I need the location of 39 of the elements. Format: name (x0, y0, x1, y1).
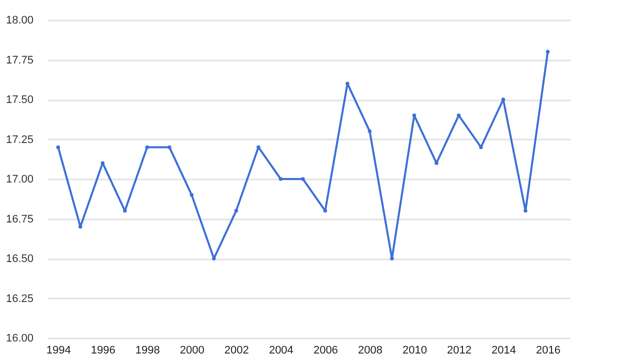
x-tick-label: 2006 (313, 344, 338, 356)
x-tick-label: 2016 (536, 344, 560, 356)
y-tick-label: 16.25 (6, 292, 34, 305)
y-tick-label: 17.25 (6, 134, 34, 146)
point (78, 224, 82, 229)
point (212, 256, 216, 260)
point (546, 50, 550, 54)
point (346, 82, 350, 86)
x-tick-label: 2010 (402, 344, 427, 356)
x-tick-label: 1998 (135, 344, 160, 356)
point (501, 98, 506, 102)
x-tick-label: 2000 (180, 344, 204, 356)
x-tick-label: 2008 (358, 344, 382, 356)
point (524, 208, 528, 213)
point (368, 129, 372, 134)
point (323, 208, 328, 213)
x-tick-label: 1994 (46, 344, 71, 356)
point (390, 256, 394, 260)
x-tick-label: 2002 (224, 344, 249, 356)
y-tick-label: 17.50 (6, 94, 34, 106)
point (56, 145, 60, 150)
point (234, 208, 238, 213)
point (412, 114, 416, 118)
x-tick-label: 1996 (90, 344, 116, 356)
y-tick-label: 17.75 (6, 54, 34, 66)
point (190, 193, 194, 197)
y-tick-label: 18.00 (6, 14, 34, 26)
point (301, 177, 305, 181)
x-tick-label: 2012 (446, 344, 472, 356)
point (278, 177, 283, 181)
y-tick-label: 17.00 (6, 174, 34, 186)
y-tick-label: 16.00 (6, 332, 34, 344)
y-tick-label: 16.75 (6, 213, 34, 226)
point (100, 161, 105, 165)
point (168, 145, 172, 150)
y-tick-label: 16.50 (6, 253, 34, 265)
x-tick-label: 2004 (268, 344, 294, 356)
point (145, 145, 150, 150)
x-tick-label: 2014 (491, 344, 516, 356)
